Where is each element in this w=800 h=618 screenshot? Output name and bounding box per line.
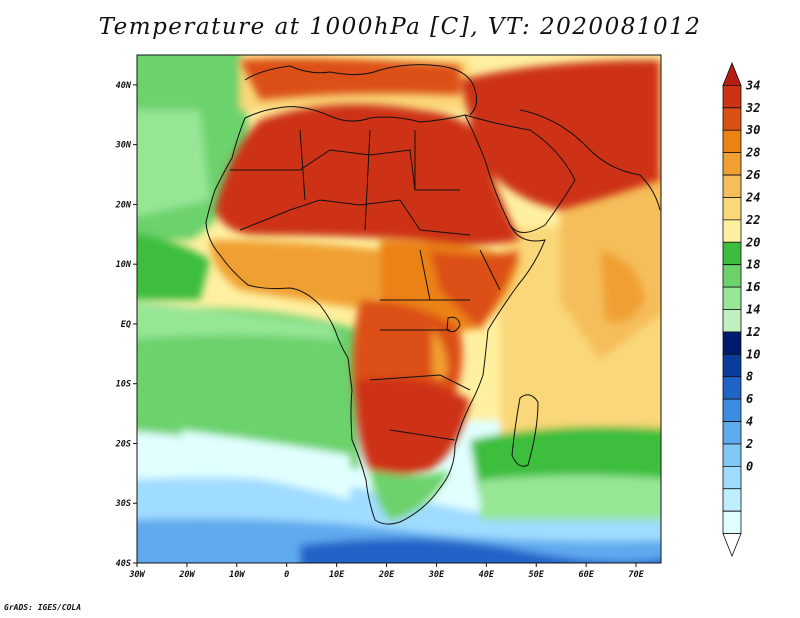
colorbar-segment [722,309,742,333]
colorbar-segment [722,488,742,512]
shade-east-32 [430,250,520,330]
border-5 [419,249,501,301]
colorbar-segment [722,197,742,221]
shade-indian-18 [480,475,661,520]
lon-tick-label: 30W [128,570,145,580]
colorbar-segment [722,465,742,490]
shade-atlantic-16 [180,430,350,500]
colorbar-label: 20 [745,235,760,249]
shade-natl-22 [137,233,210,300]
shade-southtip-22 [370,470,450,520]
lat-tick-label: 10S [116,380,131,390]
colorbar-segment [722,331,742,355]
colorbar-segment [722,61,742,86]
colorbar-label: 26 [745,168,760,182]
colorbar-segment [722,286,742,310]
colorbar-label: 4 [746,415,753,429]
colorbar-label: 2 [745,437,753,451]
europe-coastline [244,64,478,116]
colorbar-segment [722,533,742,558]
border-4 [369,299,471,441]
colorbar-label: 10 [746,347,760,361]
lon-tick-label: 30E [428,570,445,580]
border-3 [299,129,416,231]
colorbar-label: 34 [745,78,760,92]
colorbar-segment [722,376,742,400]
shade-south-10 [300,538,661,563]
plot-frame [136,54,662,564]
shade-natl-18 [137,110,210,217]
gulf-coastline [519,109,661,211]
arabia-coastline [464,114,576,233]
colorbar-segment [722,353,742,378]
lat-tick-label: 20N [115,200,132,210]
madagascar-coastline [511,394,539,467]
lon-tick-label: 50E [529,570,545,580]
lon-tick-label: 40E [479,570,495,580]
lat-tick-label: 40N [116,81,132,91]
lat-tick-label: 30S [115,499,131,509]
shade-atlantic-20 [137,307,360,470]
lon-tick-label: 60E [578,570,594,580]
colorbar-segment [722,152,742,176]
colorbar-segment [722,264,742,288]
shade-arabia-34 [460,60,660,210]
lat-tick-label: EQ [121,320,131,330]
shade-indian-28 [600,250,645,323]
lon-tick-label: 10W [229,570,245,580]
lat-tick-label: 20S [115,439,131,449]
africa-coastline [205,106,546,525]
colorbar-label: 22 [745,213,760,227]
colorbar-segment [722,85,742,109]
colorbar-segment [722,219,742,243]
lon-tick-label: 10E [329,570,345,580]
lat-tick-label: 10N [116,260,132,270]
colorbar-segment [722,443,742,467]
colorbar-label: 8 [746,370,753,384]
credit-text: GrADS: IGES/COLA [4,603,82,612]
colorbar-label: 16 [746,280,760,294]
colorbar-label: 0 [746,459,753,473]
colorbar-label: 12 [746,325,760,339]
colorbar-segment [722,421,742,445]
colorbar-segment [722,510,742,534]
colorbar-label: 28 [745,146,760,160]
colorbar-label: 30 [745,123,760,137]
map-title: Temperature at 1000hPa [C], VT: 20200810… [98,14,702,40]
colorbar-label: 6 [746,392,753,406]
colorbar-label: 14 [746,303,760,317]
colorbar-segment [722,241,742,266]
lat-tick-label: 40S [116,559,131,569]
colorbar-segment [722,107,742,131]
lon-tick-label: 20E [378,570,395,580]
colorbar-segment [722,398,742,422]
colorbar-label: 24 [745,190,760,204]
shade-westafrica-28 [210,240,384,310]
colorbar-segment [722,129,742,154]
lon-tick-label: 20W [178,570,195,580]
lat-tick-label: 30N [115,141,132,151]
border-2 [239,199,471,236]
shade-lake-28 [432,330,448,380]
colorbar-label: 32 [745,101,760,115]
coastlines [205,64,661,525]
shade-south-30 [355,377,470,475]
colorbar-segment [722,174,742,198]
colorbar-label: 18 [746,258,760,272]
shade-europe-32 [240,58,460,100]
shade-atlantic-18 [137,301,340,340]
lake-victoria [446,316,461,333]
lon-tick-label: 0 [284,570,289,580]
lon-tick-label: 70E [628,570,644,580]
temperature-field [137,55,661,563]
